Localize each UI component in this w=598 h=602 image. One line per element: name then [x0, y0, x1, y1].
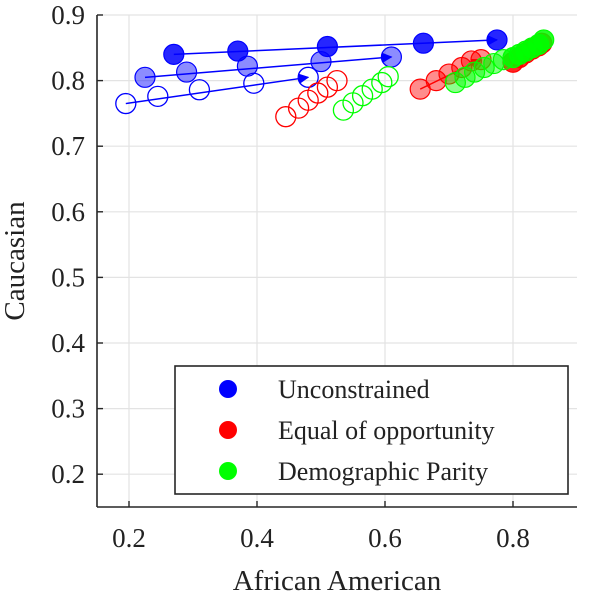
- data-point-unconstrained: [243, 72, 265, 94]
- data-point-unconstrained: [310, 50, 332, 73]
- y-tick-label: 0.4: [51, 328, 85, 358]
- x-tick-label: 0.6: [368, 523, 402, 553]
- y-tick-label: 0.6: [51, 197, 85, 227]
- legend-label-equal-of-opportunity: Equal of opportunity: [278, 416, 495, 445]
- data-point-equal-of-opportunity: [425, 69, 447, 92]
- y-tick-label: 0.7: [51, 131, 85, 161]
- data-point-equal-of-opportunity: [438, 63, 460, 85]
- x-axis-label: African American: [233, 565, 442, 597]
- trajectory-arrow: [125, 73, 310, 105]
- y-tick-label: 0.3: [51, 394, 85, 424]
- axes-layer: 0.2 0.4 0.6 0.8 0.2 0.3 0.4 0.5 0.6 0.7 0.8 0.9: [51, 0, 577, 553]
- y-tick-label: 0.8: [51, 66, 85, 96]
- data-point-equal-of-opportunity: [275, 106, 297, 128]
- trajectory-arrow: [144, 52, 393, 79]
- y-axis-label: Caucasian: [0, 201, 31, 321]
- data-point-unconstrained: [188, 79, 211, 101]
- legend-marker-equal-of-opportunity: [219, 421, 237, 439]
- data-point-demographic-parity: [454, 66, 476, 88]
- y-tick-label: 0.5: [51, 262, 85, 292]
- x-tick-label: 0.4: [240, 523, 274, 553]
- data-point-demographic-parity: [492, 49, 514, 71]
- legend-label-demographic-parity: Demographic Parity: [278, 457, 488, 486]
- legend-marker-demographic-parity: [219, 462, 237, 480]
- data-point-demographic-parity: [533, 29, 555, 51]
- data-point-unconstrained: [134, 66, 156, 88]
- data-point-unconstrained: [176, 61, 198, 83]
- points-layer: [115, 29, 555, 128]
- legend-marker-unconstrained: [219, 380, 237, 398]
- data-point-equal-of-opportunity: [326, 69, 348, 92]
- x-tick-label: 0.8: [496, 523, 530, 553]
- data-point-unconstrained: [115, 92, 137, 115]
- legend: Unconstrained Equal of opportunity Demog…: [174, 365, 569, 495]
- data-point-unconstrained: [380, 46, 402, 68]
- data-point-unconstrained: [297, 66, 319, 88]
- data-point-unconstrained: [486, 29, 508, 51]
- data-point-unconstrained: [147, 85, 169, 107]
- x-tick-label: 0.2: [112, 523, 146, 553]
- data-point-demographic-parity: [371, 71, 393, 94]
- data-point-demographic-parity: [444, 71, 466, 94]
- legend-box: [174, 365, 569, 495]
- y-tick-label: 0.9: [51, 0, 85, 30]
- data-point-unconstrained: [412, 32, 434, 54]
- legend-label-unconstrained: Unconstrained: [278, 375, 430, 404]
- data-point-demographic-parity: [377, 66, 399, 88]
- data-point-unconstrained: [163, 43, 185, 65]
- data-point-demographic-parity: [464, 61, 486, 83]
- y-tick-label: 0.2: [51, 459, 85, 489]
- data-point-unconstrained: [227, 40, 249, 62]
